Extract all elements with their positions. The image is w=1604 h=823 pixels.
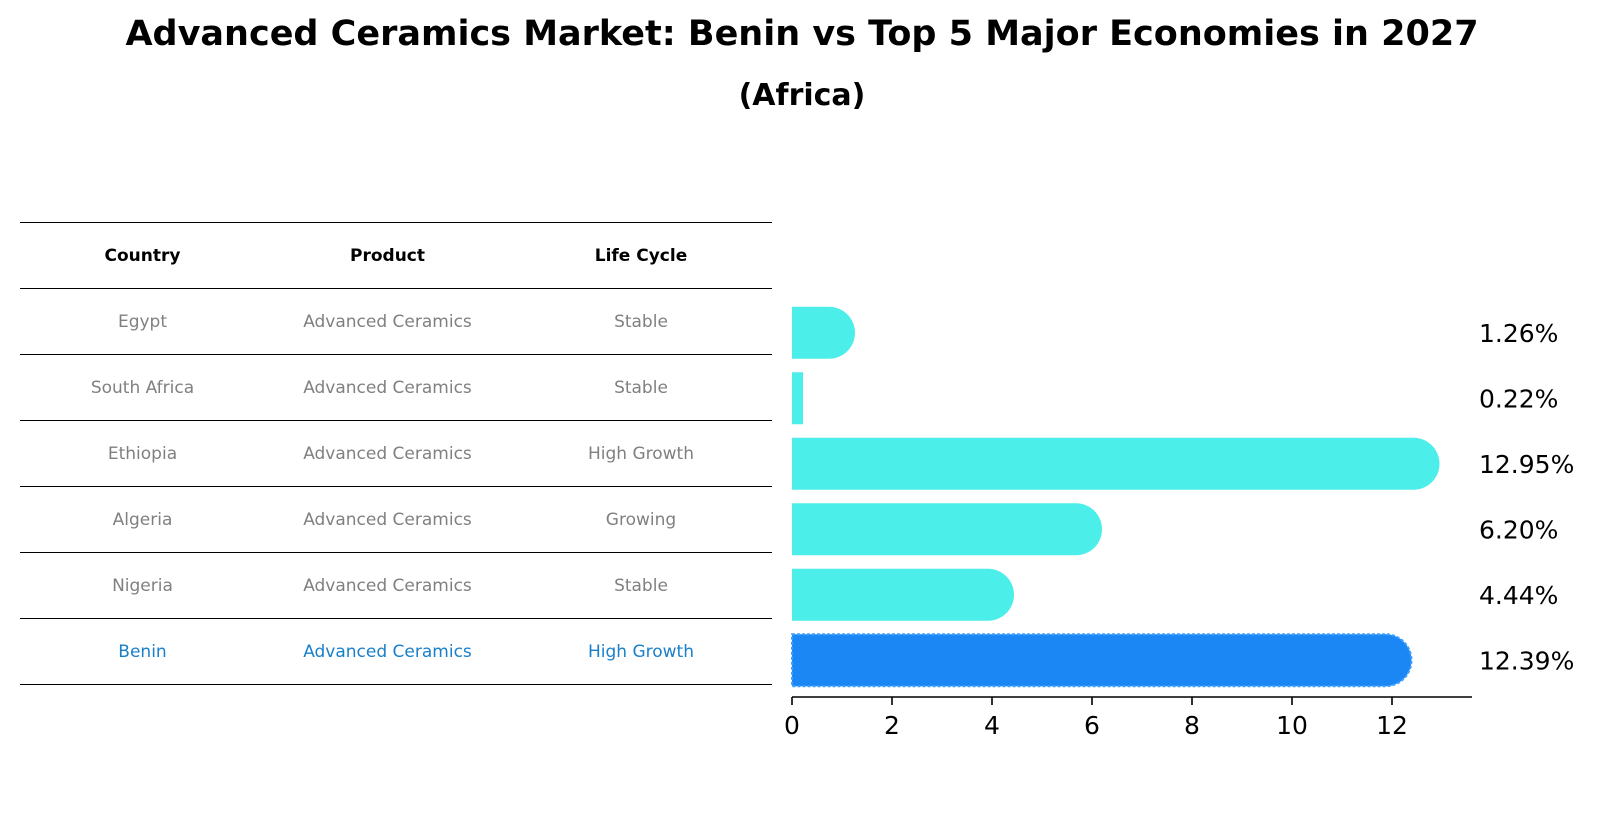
bar-value-label: 12.95% bbox=[1479, 450, 1574, 479]
cell-country: Benin bbox=[20, 618, 265, 685]
bar-benin bbox=[791, 633, 1413, 688]
header-life-cycle: Life Cycle bbox=[510, 222, 772, 289]
cell-product: Advanced Ceramics bbox=[265, 420, 510, 487]
cell-product: Advanced Ceramics bbox=[265, 618, 510, 685]
cell-life-cycle: Stable bbox=[510, 354, 772, 421]
bar-ethiopia bbox=[792, 437, 1440, 490]
bar-south-africa bbox=[792, 372, 803, 425]
cell-product: Advanced Ceramics bbox=[265, 354, 510, 421]
cell-country: Egypt bbox=[20, 288, 265, 355]
bar-value-label: 0.22% bbox=[1479, 384, 1558, 413]
cell-country: Ethiopia bbox=[20, 420, 265, 487]
table-row-highlighted: Benin Advanced Ceramics High Growth bbox=[20, 618, 772, 685]
table-row: Nigeria Advanced Ceramics Stable bbox=[20, 552, 772, 619]
chart-subtitle: (Africa) bbox=[738, 78, 866, 113]
cell-life-cycle: Growing bbox=[510, 486, 772, 553]
bar-value-label: 1.26% bbox=[1479, 319, 1558, 348]
bar-nigeria bbox=[792, 568, 1014, 621]
chart-title: Advanced Ceramics Market: Benin vs Top 5… bbox=[125, 14, 1479, 54]
bar-value-label: 6.20% bbox=[1479, 515, 1558, 544]
x-tick-label: 12 bbox=[1376, 711, 1408, 740]
cell-country: Nigeria bbox=[20, 552, 265, 619]
cell-country: Algeria bbox=[20, 486, 265, 553]
header-country: Country bbox=[20, 222, 265, 289]
x-tick-label: 2 bbox=[884, 711, 900, 740]
x-tick-label: 0 bbox=[784, 711, 800, 740]
market-table: Country Product Life Cycle Egypt Advance… bbox=[20, 222, 772, 685]
table-row: Egypt Advanced Ceramics Stable bbox=[20, 288, 772, 355]
cell-product: Advanced Ceramics bbox=[265, 288, 510, 355]
cell-life-cycle: High Growth bbox=[510, 420, 772, 487]
x-tick-label: 6 bbox=[1084, 711, 1100, 740]
table-row: South Africa Advanced Ceramics Stable bbox=[20, 354, 772, 421]
cell-life-cycle: Stable bbox=[510, 288, 772, 355]
bar-value-label: 4.44% bbox=[1479, 581, 1558, 610]
bar-algeria bbox=[792, 503, 1102, 556]
x-tick-label: 8 bbox=[1184, 711, 1200, 740]
x-tick-label: 4 bbox=[984, 711, 1000, 740]
cell-life-cycle: Stable bbox=[510, 552, 772, 619]
bar-value-label: 12.39% bbox=[1479, 646, 1574, 675]
table-row: Ethiopia Advanced Ceramics High Growth bbox=[20, 420, 772, 487]
cell-product: Advanced Ceramics bbox=[265, 486, 510, 553]
x-tick-label: 10 bbox=[1276, 711, 1308, 740]
header-product: Product bbox=[265, 222, 510, 289]
cell-life-cycle: High Growth bbox=[510, 618, 772, 685]
table-row: Algeria Advanced Ceramics Growing bbox=[20, 486, 772, 553]
bar-egypt bbox=[792, 306, 856, 359]
cell-country: South Africa bbox=[20, 354, 265, 421]
table-header-row: Country Product Life Cycle bbox=[20, 222, 772, 289]
